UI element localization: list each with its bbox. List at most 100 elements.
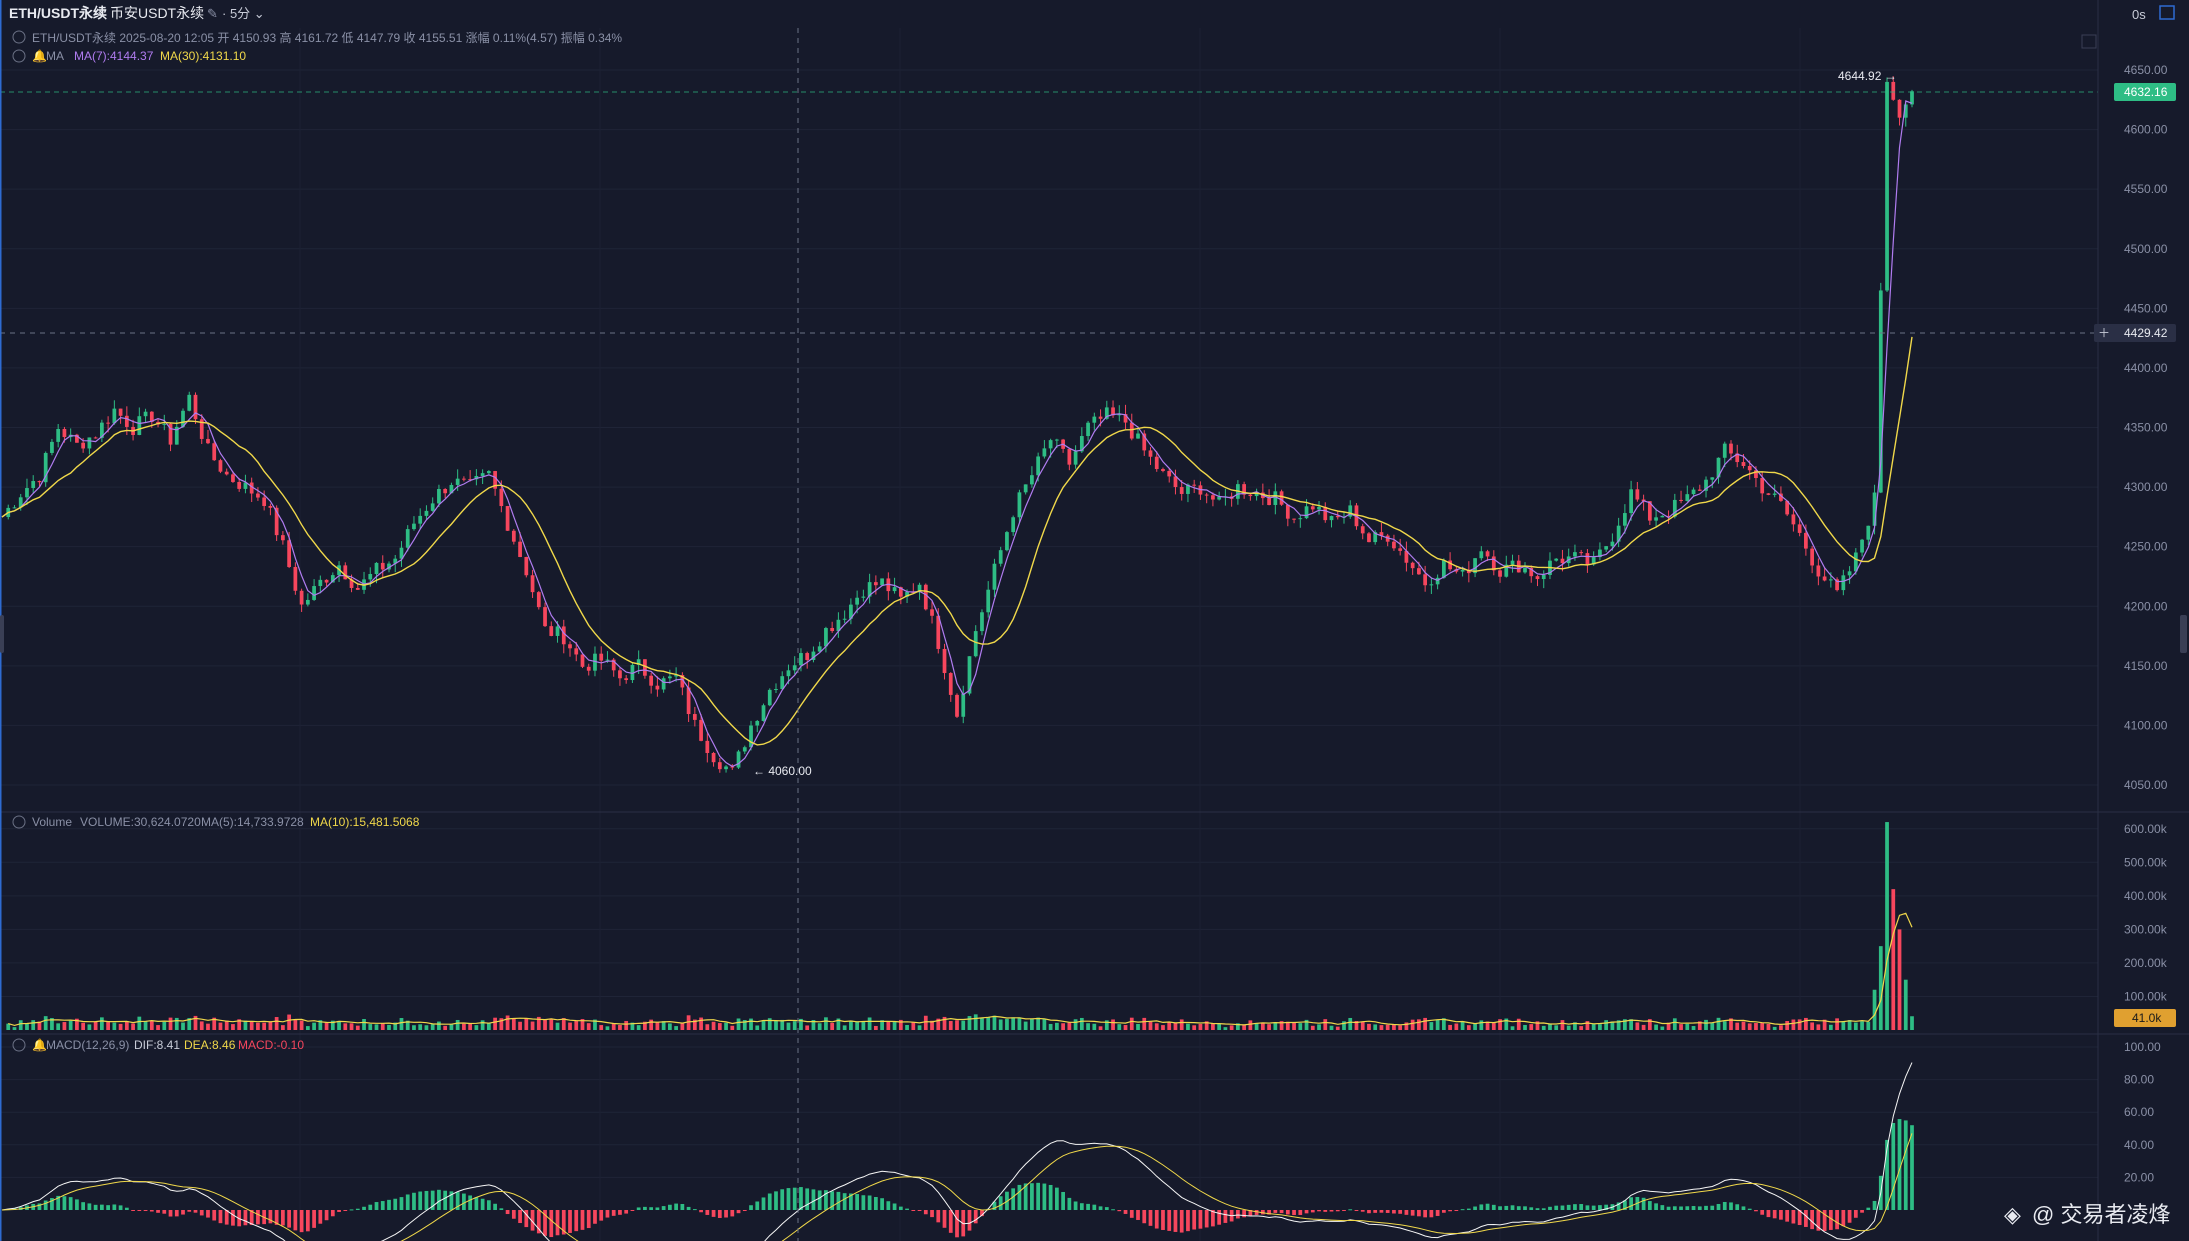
volume-bar [811,1020,816,1030]
candle-body [705,740,710,753]
candle-body [93,437,98,439]
volume-bar [555,1022,560,1030]
bell-icon[interactable]: 🔔 [32,1038,47,1052]
macd-bar [1136,1210,1140,1220]
macd-bar [1510,1205,1515,1210]
macd-bar [1722,1201,1727,1210]
macd-bar [56,1195,61,1210]
macd-bar [418,1191,423,1210]
volume-bar [624,1020,629,1030]
candle-body [1535,576,1540,580]
candle-body [305,599,310,605]
volume-bar [961,1020,966,1030]
macd-tick-label: 100.00 [2124,1040,2161,1054]
dif-value: DIF:8.41 [134,1038,180,1052]
volume-bar [1647,1019,1652,1030]
header: ETH/USDT永续 币安USDT永续 ✎ · 5分 ⌄ 0s ETH/USDT… [9,5,2175,63]
macd-bar [799,1187,803,1210]
macd-bar [1623,1200,1627,1210]
macd-bar [224,1210,229,1225]
candle-body [668,676,672,679]
candle-body [1872,492,1877,526]
macd-bar [1491,1204,1496,1210]
candle-body [1635,489,1640,500]
candle-body [973,631,978,657]
candle-body [786,670,791,677]
volume-bar [630,1022,635,1030]
fullscreen-icon[interactable] [2081,34,2097,49]
candle-body [1810,548,1815,566]
candle-body [81,442,86,449]
candle-body [1654,517,1658,521]
macd-bar [256,1210,260,1225]
candle-body [1647,501,1652,521]
volume-bar [1791,1019,1796,1030]
volume-bar [156,1025,160,1030]
volume-bar [374,1024,379,1030]
macd-bar [1479,1204,1484,1210]
volume-bar [349,1023,354,1030]
volume-bar [143,1021,148,1030]
candle-body [792,665,797,671]
candle-body [574,648,579,655]
collapse-icon[interactable] [12,815,26,829]
volume-bar [187,1018,192,1030]
volume-bar [437,1021,441,1030]
volume-bar [1816,1024,1821,1030]
macd-bar [99,1204,104,1210]
layout-icon[interactable] [2159,5,2175,20]
macd-bar [1647,1201,1652,1210]
volume-bars [6,822,1914,1030]
candle-body [474,475,479,480]
macd-bar [955,1210,959,1238]
volume-bar [1566,1025,1571,1030]
macd-bar [511,1210,516,1219]
macd-bar [50,1198,54,1210]
symbol-title[interactable]: ETH/USDT永续 [9,5,107,21]
collapse-icon[interactable] [12,30,26,44]
volume-last-value: 41.0k [2132,1011,2162,1025]
volume-bar [736,1018,741,1030]
volume-bar [168,1017,173,1030]
volume-bar [1079,1017,1084,1030]
macd-bar [1254,1210,1259,1215]
candle-body [1385,535,1390,542]
volume-last-badge [2114,1009,2176,1027]
plus-icon[interactable]: ＋ [2098,326,2110,340]
volume-bar [174,1017,179,1030]
volume-bar [1148,1021,1153,1030]
collapse-icon[interactable] [12,49,26,63]
left-scroll-handle[interactable] [0,615,4,653]
volume-bar [986,1017,991,1030]
right-scroll-handle[interactable] [2180,615,2187,653]
volume-bar [861,1021,866,1030]
candle-body [387,563,391,570]
interval-selector[interactable]: · 5分 ⌄ [222,6,265,21]
volume-bar [505,1015,510,1030]
volume-bar [1410,1019,1415,1030]
volume-bar [1797,1019,1802,1030]
ma7-line [1,100,1913,768]
volume-bar [6,1023,11,1030]
collapse-icon[interactable] [12,1038,26,1052]
edit-icon[interactable]: ✎ [207,6,218,21]
candle-body [1754,470,1758,479]
macd-bar [543,1210,547,1236]
volume-bar [124,1021,129,1030]
candle-body [1186,484,1190,494]
candle-body [162,423,167,425]
candle-body [312,586,316,600]
macd-bar [206,1210,210,1218]
macd-bar [1835,1210,1839,1230]
macd-bar [1641,1197,1646,1210]
price-tick-label: 4350.00 [2124,421,2168,435]
candle-body [1204,494,1209,496]
volume-bar [274,1017,279,1030]
macd-bar [1779,1210,1783,1220]
bell-icon[interactable]: 🔔 [32,49,47,63]
macd-bar [430,1190,435,1210]
candle-body [1129,422,1134,439]
volume-bar [343,1023,348,1030]
candle-body [1910,91,1914,105]
